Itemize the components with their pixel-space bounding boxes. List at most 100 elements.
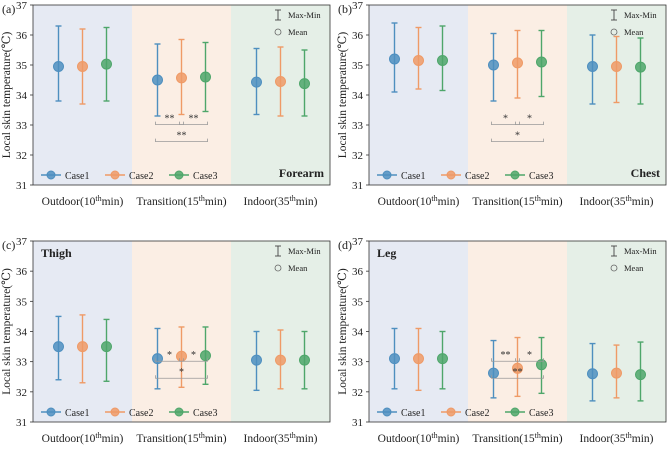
y-tick-label: 34 [352, 90, 364, 102]
y-axis-label: Local skin temperature(℃) [337, 268, 349, 395]
x-label-tail: min) [102, 196, 124, 208]
x-label-base: Indoor(35 [580, 196, 626, 208]
mean-marker [587, 368, 598, 380]
x-label-base: Outdoor(10 [42, 433, 96, 445]
mean-marker [413, 55, 424, 66]
significance-bracket [155, 138, 208, 142]
legend-series-marker [110, 170, 120, 180]
mean-marker [299, 78, 310, 90]
mean-marker [77, 341, 88, 353]
mean-marker [200, 71, 211, 83]
x-label-tail: min) [102, 433, 124, 445]
x-label-sup: th [290, 194, 296, 203]
legend-series-marker [46, 170, 56, 180]
x-label-tail: min) [632, 196, 654, 208]
x-label-sup: th [431, 431, 437, 440]
legend-mean-label: Mean [624, 27, 644, 37]
legend-series-marker [446, 407, 456, 417]
significance-bracket [491, 375, 544, 379]
mean-marker [389, 353, 400, 365]
y-tick-label: 36 [352, 30, 364, 42]
x-label-tail: min) [438, 433, 460, 445]
legend-series-label: Case2 [129, 171, 153, 182]
legend-series-label: Case3 [193, 171, 217, 182]
legend-series-marker [510, 170, 520, 180]
legend-series-label: Case2 [465, 171, 489, 182]
mean-marker [512, 57, 523, 69]
region-name: Leg [377, 246, 396, 260]
mean-marker [101, 58, 112, 70]
x-category-label: Transition(15thmin) [472, 194, 562, 208]
x-label-base: Outdoor(10 [378, 196, 432, 208]
significance-label: * [167, 350, 172, 361]
legend-mean-symbol [610, 264, 618, 272]
significance-bracket [179, 121, 208, 125]
y-tick-label: 37 [16, 236, 28, 248]
y-tick-label: 35 [352, 296, 364, 308]
y-tick-label: 37 [352, 236, 364, 248]
x-label-sup: th [431, 194, 437, 203]
significance-label: * [515, 131, 520, 142]
legend-series-marker [382, 170, 392, 180]
panel-label: (a) [2, 2, 15, 16]
panel-label: (d) [338, 238, 352, 252]
y-tick-label: 33 [16, 120, 28, 132]
y-tick-label: 33 [16, 357, 28, 369]
mean-marker [536, 56, 547, 68]
x-category-label: Outdoor(10thmin) [378, 194, 460, 208]
y-tick-label: 31 [352, 417, 363, 429]
x-label-base: Indoor(35 [244, 196, 290, 208]
y-tick-label: 32 [352, 387, 363, 399]
mean-marker [77, 61, 88, 72]
significance-label: ** [177, 131, 187, 142]
mean-marker [536, 359, 547, 371]
legend-series-label: Case1 [65, 171, 89, 182]
significance-label: ** [189, 114, 199, 125]
y-tick-label: 33 [352, 357, 364, 369]
significance-label: ** [501, 350, 511, 361]
x-label-sup: th [535, 431, 541, 440]
x-label-base: Transition(15 [136, 196, 198, 208]
legend-series-label: Case3 [529, 408, 553, 419]
mean-marker [611, 367, 622, 379]
y-tick-label: 33 [352, 120, 364, 132]
x-category-label: Outdoor(10thmin) [378, 431, 460, 445]
region-name: Thigh [41, 246, 72, 260]
mean-marker [437, 353, 448, 365]
mean-marker [53, 61, 64, 72]
legend-series-marker [446, 170, 456, 180]
region-name: Forearm [279, 166, 324, 180]
significance-bracket [491, 358, 520, 362]
region-name: Chest [631, 166, 660, 180]
legend-series-label: Case2 [129, 408, 153, 419]
y-tick-label: 35 [16, 296, 28, 308]
y-tick-label: 32 [16, 150, 27, 162]
x-label-sup: th [290, 431, 296, 440]
x-label-tail: min) [541, 433, 563, 445]
legend-maxmin-label: Max-Min [624, 10, 657, 20]
mean-marker [299, 354, 310, 366]
x-category-label: Indoor(35thmin) [244, 431, 318, 445]
y-tick-label: 31 [16, 417, 27, 429]
mean-marker [152, 74, 163, 86]
mean-marker [176, 72, 187, 84]
legend-series-marker [382, 407, 392, 417]
x-label-sup: th [95, 431, 101, 440]
y-tick-label: 36 [352, 266, 364, 278]
legend-series-label: Case2 [465, 408, 489, 419]
legend-series-marker [110, 407, 120, 417]
x-label-tail: min) [438, 196, 460, 208]
x-label-base: Transition(15 [472, 433, 534, 445]
x-label-base: Outdoor(10 [42, 196, 96, 208]
significance-label: ** [513, 367, 523, 378]
x-label-tail: min) [205, 196, 227, 208]
y-tick-label: 35 [352, 60, 364, 72]
significance-bracket [515, 358, 544, 362]
significance-label: * [527, 114, 532, 125]
mean-marker [53, 341, 64, 353]
y-tick-label: 36 [16, 266, 28, 278]
mean-marker [389, 53, 400, 65]
significance-bracket [155, 358, 184, 362]
significance-label: * [527, 350, 532, 361]
significance-label: * [179, 367, 184, 378]
